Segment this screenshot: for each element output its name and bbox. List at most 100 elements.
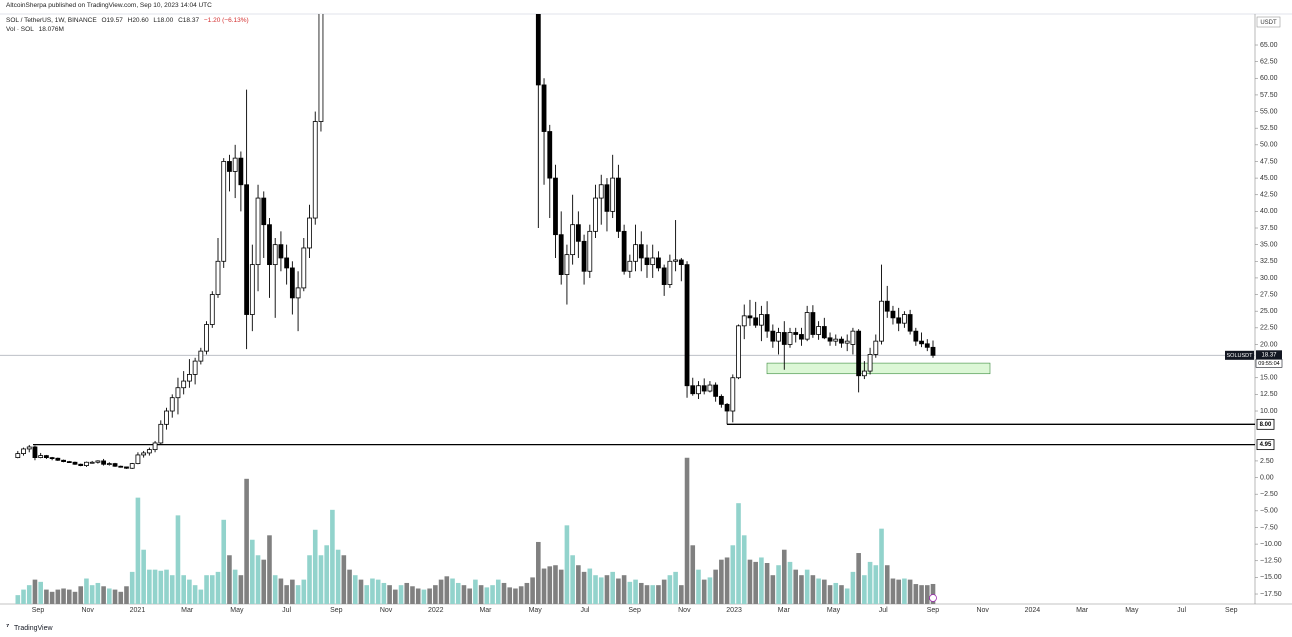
y-tick-label: −12.50 [1260, 558, 1282, 565]
y-tick-label: 37.50 [1260, 225, 1278, 232]
volume-bar [318, 555, 324, 604]
volume-bar [330, 509, 335, 604]
level-label-box [1256, 418, 1275, 430]
volume-bar [147, 569, 152, 604]
level-label-box [1256, 439, 1275, 451]
volume-bar [867, 561, 873, 604]
volume-bar [673, 571, 678, 604]
low: L18.00 [153, 17, 174, 24]
x-tick-label: Jul [879, 607, 888, 614]
candle-body [307, 217, 312, 249]
volume-bar [38, 581, 43, 604]
candle-body [907, 314, 913, 332]
y-tick-label: 47.50 [1260, 158, 1278, 165]
volume-bar [627, 581, 633, 604]
volume-bar [169, 575, 175, 604]
candle-body [284, 257, 290, 269]
volume-bar [696, 569, 701, 604]
volume-bar [49, 591, 55, 604]
volume-bar [576, 565, 581, 604]
volume-bar [181, 575, 186, 604]
candle-body [106, 463, 112, 465]
candle-body [827, 337, 833, 342]
volume-bar [232, 569, 238, 604]
x-tick-label: Sep [628, 607, 641, 614]
candle-body [736, 325, 741, 379]
x-tick-label: Sep [330, 607, 343, 614]
candle-body [95, 460, 101, 463]
volume-value: 18.076M [38, 26, 64, 33]
volume-bar [295, 585, 301, 604]
candle-body [112, 463, 118, 467]
volume-bar [850, 571, 856, 604]
y-tick-label: 42.50 [1260, 192, 1278, 199]
volume-bar [518, 586, 524, 604]
volume-bar [381, 582, 387, 604]
candle-body [638, 244, 644, 259]
volume-bar [558, 569, 564, 604]
x-tick-label: Sep [32, 607, 45, 614]
candle-body [146, 449, 152, 454]
volume-bar [490, 585, 495, 604]
volume-bar [175, 515, 181, 604]
candle-body [873, 340, 879, 355]
volume-bar [364, 585, 370, 604]
volume-bar [421, 589, 427, 604]
y-tick-label: 62.50 [1260, 58, 1278, 65]
volume-bar [919, 585, 924, 604]
volume-bar [776, 565, 781, 604]
y-tick-label: 20.00 [1260, 341, 1278, 348]
candle-body [15, 453, 21, 458]
candle-body [616, 177, 621, 232]
candle-body [26, 446, 32, 450]
candle-body [289, 267, 295, 299]
volume-bar [679, 585, 684, 604]
volume-bar [884, 565, 890, 604]
volume-bar [633, 579, 638, 604]
event-icon[interactable] [929, 594, 937, 602]
candle-body [919, 340, 924, 345]
volume-bar [804, 569, 810, 604]
candle-body [38, 455, 44, 458]
x-tick-label: Nov [678, 607, 691, 614]
y-tick-label: −10.00 [1260, 541, 1282, 548]
y-tick-label: 32.50 [1260, 258, 1278, 265]
candle-body [856, 330, 862, 377]
candle-body [753, 317, 759, 326]
y-tick-label: 2.50 [1260, 458, 1274, 465]
volume-bar [581, 571, 587, 604]
volume-bar [107, 588, 112, 604]
volume-bar [930, 583, 936, 604]
x-tick-label: Mar [181, 607, 194, 614]
volume-bar [444, 576, 450, 604]
volume-bar [690, 545, 696, 604]
candle-body [924, 343, 930, 348]
volume-bar [72, 591, 78, 604]
volume-bar [152, 569, 158, 604]
volume-bar [736, 503, 741, 604]
volume-bar [135, 497, 141, 604]
volume-bar [61, 588, 66, 604]
y-tick-label: 0.00 [1260, 474, 1274, 481]
candle-body [930, 346, 936, 356]
volume-bar [129, 571, 135, 604]
x-tick-label: Jul [282, 607, 291, 614]
candle-body [793, 332, 799, 335]
volume-bar [221, 519, 227, 604]
volume-bar [896, 579, 901, 604]
volume-bar [547, 566, 553, 604]
volume-bar [656, 585, 661, 604]
candle-body [101, 460, 106, 465]
publisher: AltcoinSherpa published on TradingView.c… [6, 2, 212, 9]
volume-bar [719, 559, 724, 604]
candle-body [604, 184, 610, 212]
candle-body [867, 354, 873, 372]
volume-bar [198, 589, 204, 604]
candle-body [896, 317, 902, 324]
volume-bar [26, 585, 32, 604]
volume-bar [793, 569, 799, 604]
volume-bar [335, 549, 341, 604]
volume-bar [272, 575, 278, 604]
volume-bar [141, 549, 146, 604]
volume-bar [747, 559, 753, 604]
